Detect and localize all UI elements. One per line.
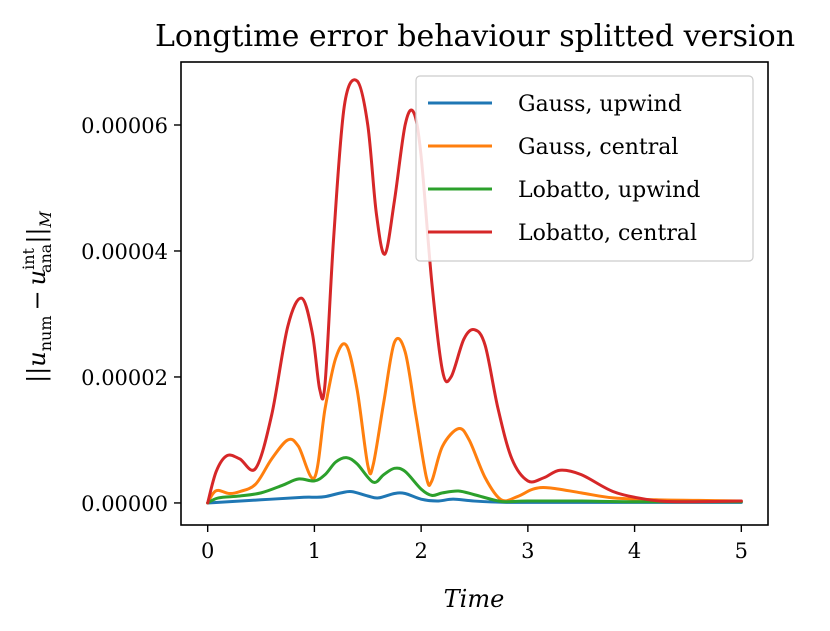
legend-label-gauss-central: Gauss, central (518, 135, 678, 160)
y-label-minus: − (23, 290, 51, 310)
plot-area (206, 78, 743, 505)
axes-frame (180, 61, 769, 526)
x-tick-label: 5 (735, 539, 748, 563)
y-label-u2: u (23, 270, 51, 285)
legend-label-lobatto-central: Lobatto, central (518, 221, 697, 246)
x-tick-label: 3 (521, 539, 534, 563)
legend-label-gauss-upwind: Gauss, upwind (518, 92, 682, 117)
series-line-lobatto-central (206, 78, 743, 505)
y-tick-label: 0.00006 (81, 114, 168, 138)
y-label-sub-num: num (36, 315, 55, 351)
y-tick-label: 0.00000 (81, 492, 168, 516)
y-label-u1: u (23, 351, 51, 366)
series-line-lobatto-upwind (206, 456, 743, 505)
x-axis-label: Time (444, 585, 505, 613)
legend-label-lobatto-upwind: Lobatto, upwind (518, 178, 700, 203)
y-label-sub-ana: ana (36, 243, 55, 273)
series-line-gauss-central (206, 336, 743, 505)
chart-title: Longtime error behaviour splitted versio… (155, 19, 795, 54)
x-tick-label: 4 (628, 539, 641, 563)
y-label-open-bars: || (23, 367, 52, 383)
legend-box (415, 75, 754, 262)
y-axis: 0.00000 0.00002 0.00004 0.00006 (81, 114, 181, 516)
y-tick-label: 0.00002 (81, 366, 168, 390)
y-label-sub-m: M (36, 210, 55, 228)
y-axis-label: ||unum−uintana||M (19, 210, 55, 382)
x-axis: 0 1 2 3 4 5 (201, 525, 748, 563)
x-tick-label: 2 (414, 539, 427, 563)
svg-text:||unum−uintana||M: ||unum−uintana||M (19, 210, 55, 382)
legend: Gauss, upwind Gauss, central Lobatto, upwi… (415, 75, 754, 262)
y-label-sup-int: int (19, 247, 38, 269)
x-tick-label: 1 (308, 539, 321, 563)
x-tick-label: 0 (201, 539, 214, 563)
y-label-close-bars: || (23, 227, 52, 243)
y-tick-label: 0.00004 (81, 240, 168, 264)
